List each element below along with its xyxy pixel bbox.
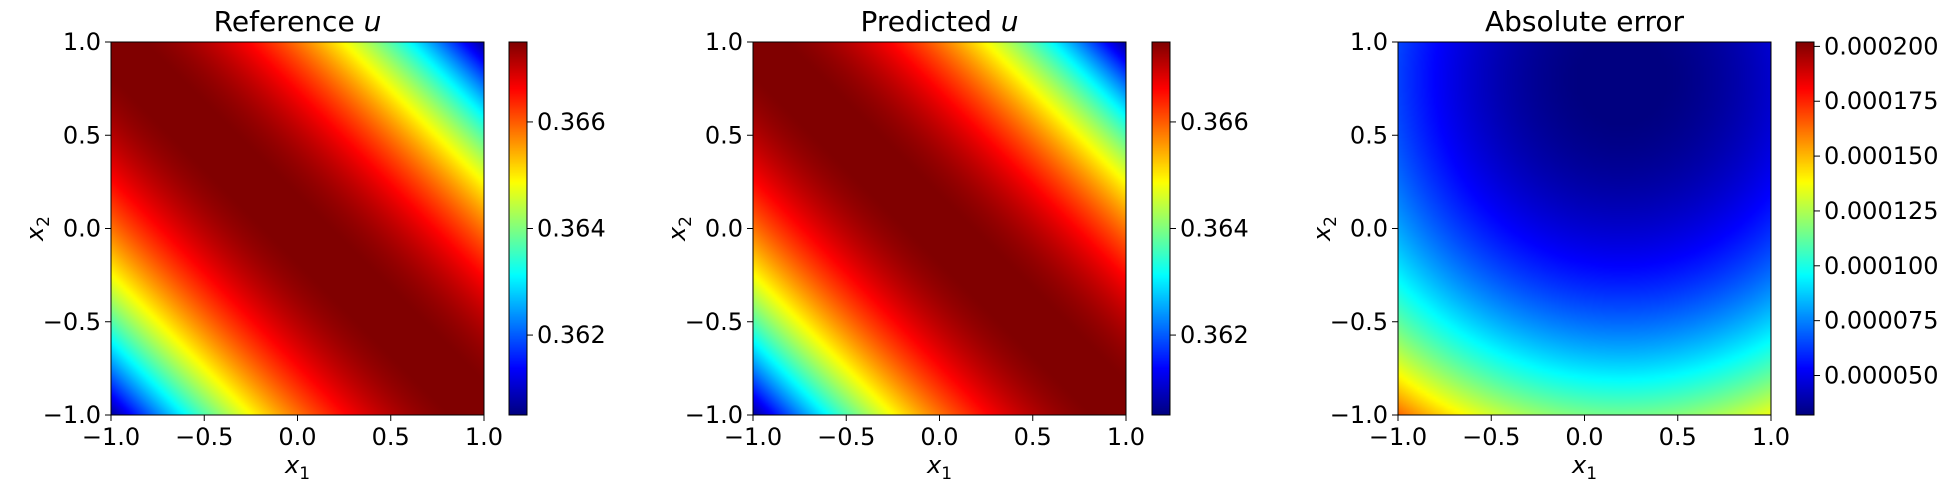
chart-title-text: Absolute error: [1485, 5, 1685, 38]
chart-title: Predicted u: [860, 5, 1018, 38]
x-tick-label: −0.5: [1462, 423, 1520, 451]
colorbar-tick-label: 0.000125: [1824, 197, 1939, 225]
heatmap-image: [1398, 42, 1771, 415]
y-tick-label: 0.0: [1350, 215, 1388, 243]
x-tick-label: 0.0: [1565, 423, 1603, 451]
x-axis-label: x1: [284, 451, 310, 484]
colorbar-gradient: [1796, 42, 1814, 415]
x-tick-label: 0.5: [1014, 423, 1052, 451]
colorbar-frame: [1795, 41, 1815, 416]
chart-title-text: Predicted: [860, 5, 1000, 38]
colorbar-tick-label: 0.362: [537, 321, 606, 349]
colorbar-tick-label: 0.366: [1180, 108, 1249, 136]
colorbar-tick-label: 0.364: [1180, 215, 1249, 243]
colorbar-tick-label: 0.000150: [1824, 142, 1939, 170]
x-tick-label: 0.0: [278, 423, 316, 451]
y-tick-label: 0.5: [63, 121, 101, 149]
colorbar-gradient: [1152, 42, 1170, 415]
x-tick-label: 1.0: [465, 423, 503, 451]
x-tick-label: −0.5: [817, 423, 875, 451]
y-tick-label: 1.0: [705, 28, 743, 56]
colorbar-tick-label: 0.000075: [1824, 307, 1939, 335]
y-tick-label: 0.0: [705, 215, 743, 243]
y-axis-label: x2: [21, 216, 54, 242]
y-tick-label: −1.0: [43, 401, 101, 429]
y-tick-label: −1.0: [685, 401, 743, 429]
y-tick-label: −0.5: [43, 308, 101, 336]
x-axis-label: x1: [1571, 451, 1597, 484]
y-tick-label: 0.5: [1350, 121, 1388, 149]
heatmap-image: [111, 42, 484, 415]
colorbar-tick-label: 0.000175: [1824, 87, 1939, 115]
chart-title: Reference u: [214, 5, 382, 38]
y-tick-label: 1.0: [63, 28, 101, 56]
chart-title: Absolute error: [1485, 5, 1685, 38]
y-tick-label: −1.0: [1330, 401, 1388, 429]
colorbar-tick-label: 0.362: [1180, 321, 1249, 349]
chart-title-variable: u: [364, 5, 382, 38]
y-axis-label: x2: [1308, 216, 1341, 242]
x-tick-label: 0.5: [1659, 423, 1697, 451]
x-tick-label: −1.0: [1369, 423, 1427, 451]
panel-3: Absolute error −1.0 −0.5 0.0 0.5 1.0 −1.0 −0.5 0…: [1308, 5, 1939, 484]
x-tick-label: 1.0: [1752, 423, 1790, 451]
colorbar-tick-label: 0.000050: [1824, 362, 1939, 390]
y-tick-label: −0.5: [685, 308, 743, 336]
y-tick-label: −0.5: [1330, 308, 1388, 336]
colorbar-tick-label: 0.364: [537, 215, 606, 243]
y-tick-label: 0.5: [705, 121, 743, 149]
y-tick-label: 0.0: [63, 215, 101, 243]
chart-title-variable: u: [1001, 5, 1019, 38]
y-tick-label: 1.0: [1350, 28, 1388, 56]
x-axis-label: x1: [926, 451, 952, 484]
colorbar-gradient: [509, 42, 527, 415]
x-tick-label: 0.0: [920, 423, 958, 451]
heatmap-image: [753, 42, 1126, 415]
chart-title-text: Reference: [214, 5, 364, 38]
x-tick-label: −0.5: [175, 423, 233, 451]
panel-1: Reference u −1.0 −0.5 0.0 0.5 1.0 −1.0 −0.5 0.0 0…: [21, 5, 606, 484]
y-axis-label: x2: [663, 216, 696, 242]
colorbar-tick-label: 0.000100: [1824, 252, 1939, 280]
x-tick-label: 1.0: [1107, 423, 1145, 451]
x-tick-label: −1.0: [724, 423, 782, 451]
colorbar-tick-label: 0.000200: [1824, 32, 1939, 60]
x-tick-label: 0.5: [372, 423, 410, 451]
panel-2: Predicted u −1.0 −0.5 0.0 0.5 1.0 −1.0 −0.5 0.0 0…: [663, 5, 1249, 484]
colorbar-tick-label: 0.366: [537, 108, 606, 136]
x-tick-label: −1.0: [82, 423, 140, 451]
